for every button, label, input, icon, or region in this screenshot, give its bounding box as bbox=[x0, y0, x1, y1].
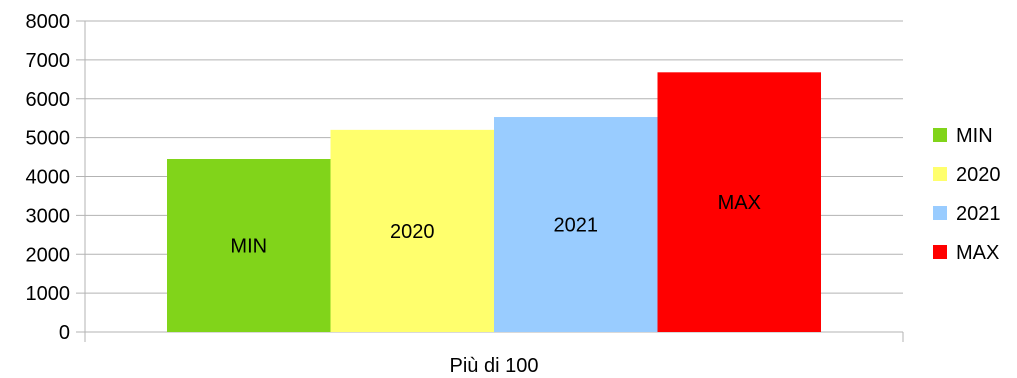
y-tick-label: 0 bbox=[59, 322, 70, 344]
y-tick-label: 6000 bbox=[26, 89, 71, 111]
legend-label: 2021 bbox=[956, 203, 1001, 225]
bar-labels: MIN 2020 2021 MAX bbox=[230, 192, 761, 257]
legend-item-max: MAX bbox=[933, 242, 999, 264]
bar-label-min: MIN bbox=[230, 236, 267, 258]
bar-max bbox=[657, 72, 821, 332]
legend-item-min: MIN bbox=[933, 125, 993, 147]
legend-label: MIN bbox=[956, 125, 993, 147]
legend-label: MAX bbox=[956, 242, 999, 264]
bar-label-2020: 2020 bbox=[390, 221, 435, 243]
legend-label: 2020 bbox=[956, 164, 1001, 186]
category-labels: Più di 100 bbox=[450, 355, 539, 377]
legend-swatch bbox=[933, 245, 947, 259]
bar-label-2021: 2021 bbox=[554, 215, 599, 237]
bar-2021 bbox=[494, 117, 658, 333]
y-tick-label: 7000 bbox=[26, 50, 71, 72]
y-tick-label: 4000 bbox=[26, 167, 71, 189]
bar-label-max: MAX bbox=[718, 192, 761, 214]
y-tick-label: 3000 bbox=[26, 205, 71, 227]
y-tick-label: 2000 bbox=[26, 244, 71, 266]
y-tick-label: 8000 bbox=[26, 11, 71, 33]
legend-swatch bbox=[933, 167, 947, 181]
x-category-label: Più di 100 bbox=[450, 355, 539, 377]
bar-2020 bbox=[330, 129, 494, 332]
y-tick-label: 1000 bbox=[26, 283, 71, 305]
legend-item-2020: 2020 bbox=[933, 164, 1001, 186]
y-tick-label: 5000 bbox=[26, 128, 71, 150]
legend: MIN 2020 2021 MAX bbox=[933, 125, 1001, 264]
y-tick-labels: 0 1000 2000 3000 4000 5000 6000 7000 8000 bbox=[26, 11, 71, 344]
bars bbox=[167, 72, 821, 333]
bar-min bbox=[167, 159, 331, 332]
legend-swatch bbox=[933, 206, 947, 220]
legend-swatch bbox=[933, 128, 947, 142]
legend-item-2021: 2021 bbox=[933, 203, 1001, 225]
